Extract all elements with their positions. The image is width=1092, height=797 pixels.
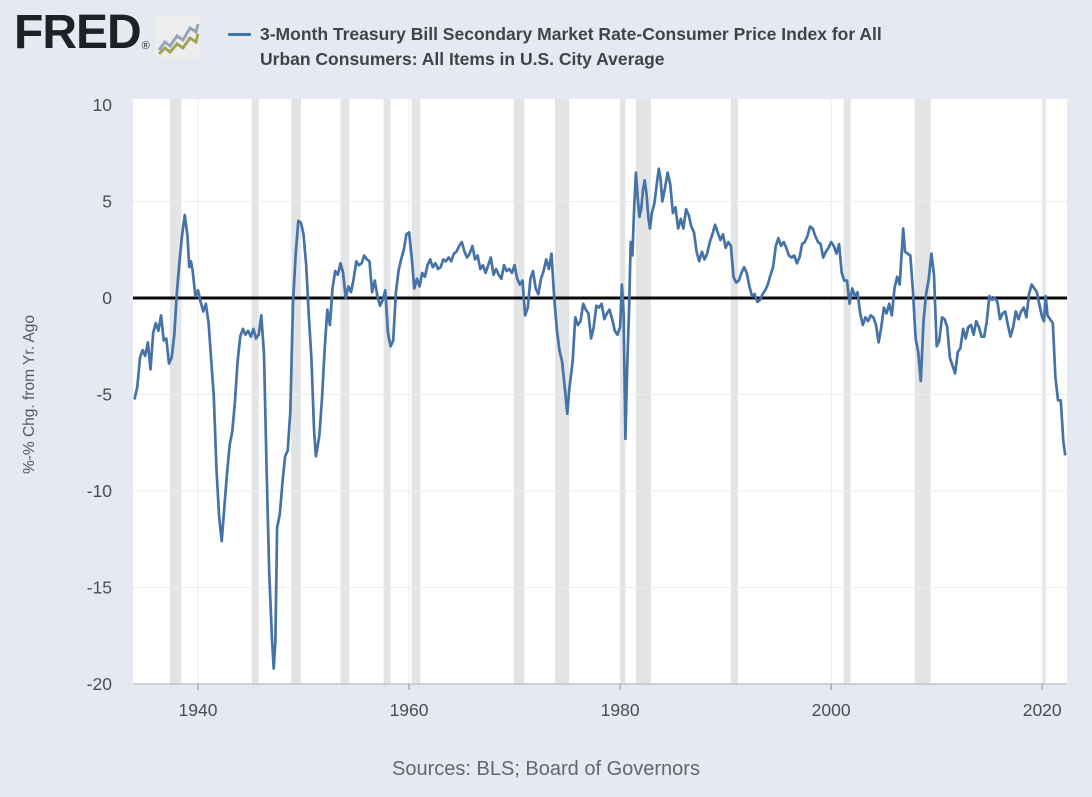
recession-band (620, 99, 626, 684)
recession-band (914, 99, 931, 684)
recession-band (340, 99, 350, 684)
x-tick-label: 1980 (601, 700, 640, 720)
recession-band (383, 99, 391, 684)
y-tick-label: -5 (96, 385, 112, 405)
y-tick-label: 10 (93, 95, 113, 115)
recession-band (1043, 99, 1046, 684)
plot-area[interactable] (133, 99, 1067, 684)
recession-band (291, 99, 301, 684)
series-legend-swatch (228, 33, 251, 36)
registered-trademark-icon: ® (141, 40, 150, 52)
y-tick-label: -15 (87, 578, 112, 598)
recession-band (730, 99, 738, 684)
x-tick-label: 2020 (1023, 700, 1062, 720)
x-tick-label: 2000 (812, 700, 851, 720)
x-tick-label: 1940 (179, 700, 218, 720)
y-tick-label: -20 (87, 674, 113, 694)
y-tick-label: -10 (87, 481, 113, 501)
chart-legend: 3-Month Treasury Bill Secondary Market R… (228, 22, 882, 72)
fred-logo[interactable]: FRED ® (14, 8, 201, 58)
x-tick-label: 1960 (390, 700, 429, 720)
y-axis-title: %-% Chg. from Yr. Ago (21, 315, 38, 474)
chart-title: 3-Month Treasury Bill Secondary Market R… (260, 22, 882, 72)
sources-note: Sources: BLS; Board of Governors (392, 758, 700, 780)
y-tick-label: 5 (102, 192, 112, 212)
chart-title-line-1: 3-Month Treasury Bill Secondary Market R… (260, 24, 882, 44)
recession-band (251, 99, 259, 684)
fred-sparkline-icon (154, 16, 201, 58)
y-tick-label: 0 (102, 288, 112, 308)
recession-band (635, 99, 651, 684)
recession-band (513, 99, 525, 684)
recession-band (411, 99, 421, 684)
series-line (133, 167, 1067, 670)
recession-band (843, 99, 851, 684)
fred-logo-text: FRED (14, 6, 142, 59)
recession-band (169, 99, 182, 684)
recession-band (554, 99, 570, 684)
chart-title-line-2: Urban Consumers: All Items in U.S. City … (260, 49, 665, 69)
